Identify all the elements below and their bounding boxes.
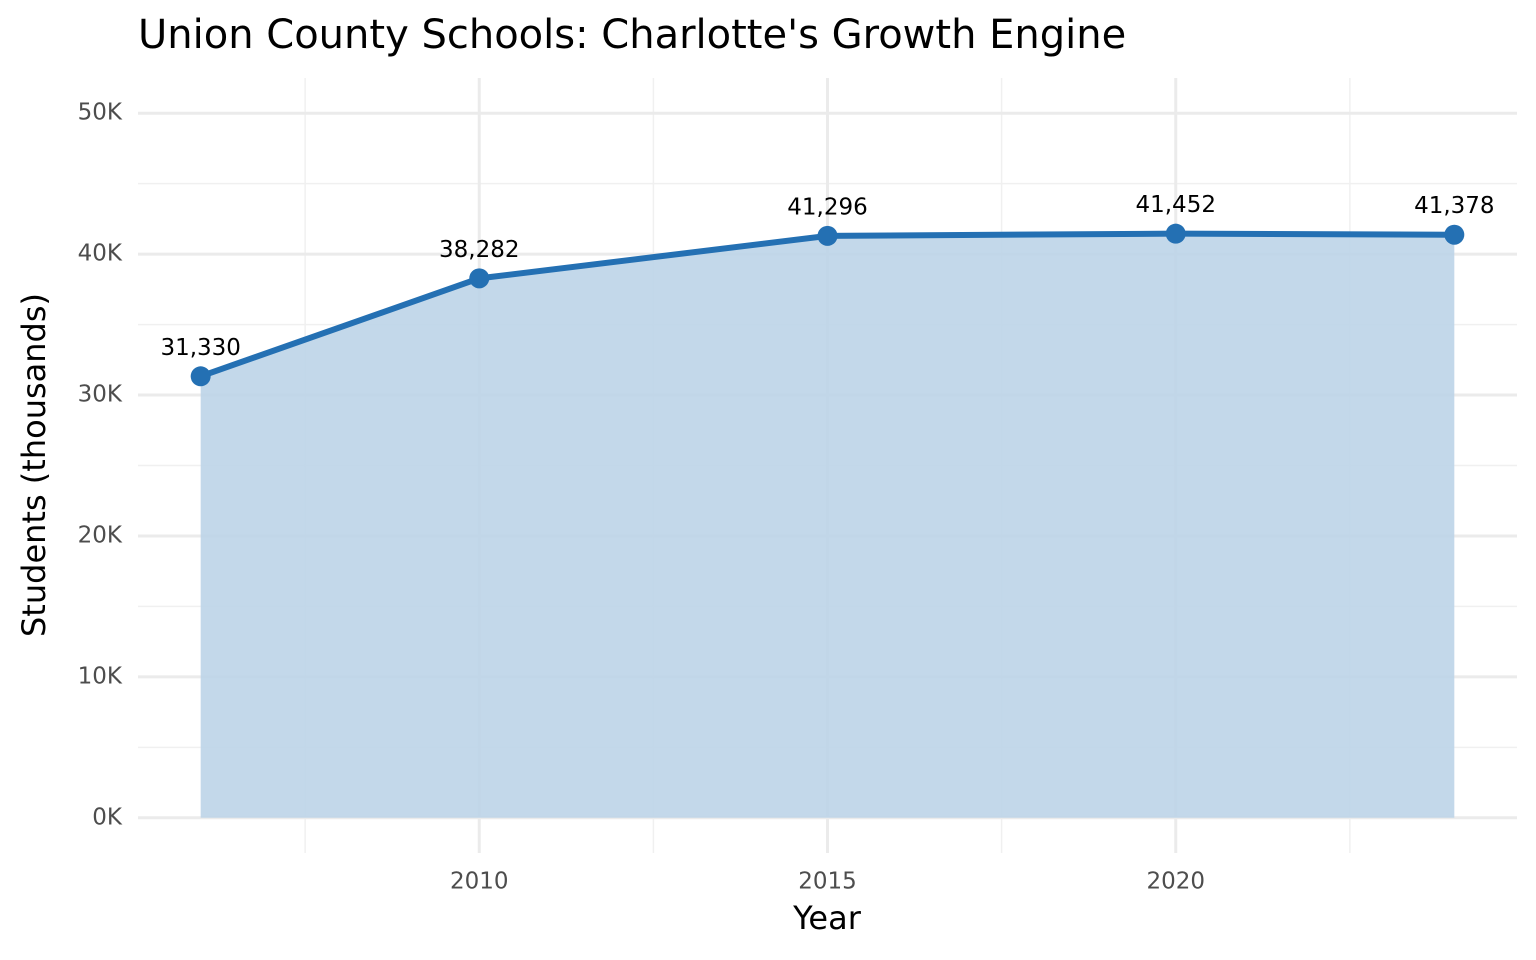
- point: [190, 366, 211, 387]
- y-tick-label: 40K: [78, 241, 123, 267]
- x-axis-title: Year: [792, 899, 862, 937]
- x-tick-label: 2020: [1146, 869, 1205, 895]
- point: [817, 225, 838, 246]
- y-tick-label: 50K: [78, 100, 123, 126]
- value-label: 41,296: [787, 194, 867, 220]
- point: [1165, 223, 1186, 244]
- value-label: 38,282: [439, 237, 519, 263]
- x-tick-label: 2015: [798, 869, 857, 895]
- area: [200, 233, 1455, 818]
- value-label: 31,330: [160, 335, 240, 361]
- x-tick-label: 2010: [450, 869, 509, 895]
- value-label: 41,452: [1135, 192, 1215, 218]
- chart-title: Union County Schools: Charlotte's Growth…: [138, 12, 1126, 58]
- y-axis-title: Students (thousands): [15, 293, 53, 637]
- y-tick-label: 0K: [92, 804, 123, 830]
- value-label: 41,378: [1414, 193, 1494, 219]
- y-tick-label: 10K: [78, 663, 123, 689]
- point: [469, 268, 490, 289]
- y-tick-label: 30K: [78, 382, 123, 408]
- y-tick-label: 20K: [78, 522, 123, 548]
- point: [1444, 224, 1465, 245]
